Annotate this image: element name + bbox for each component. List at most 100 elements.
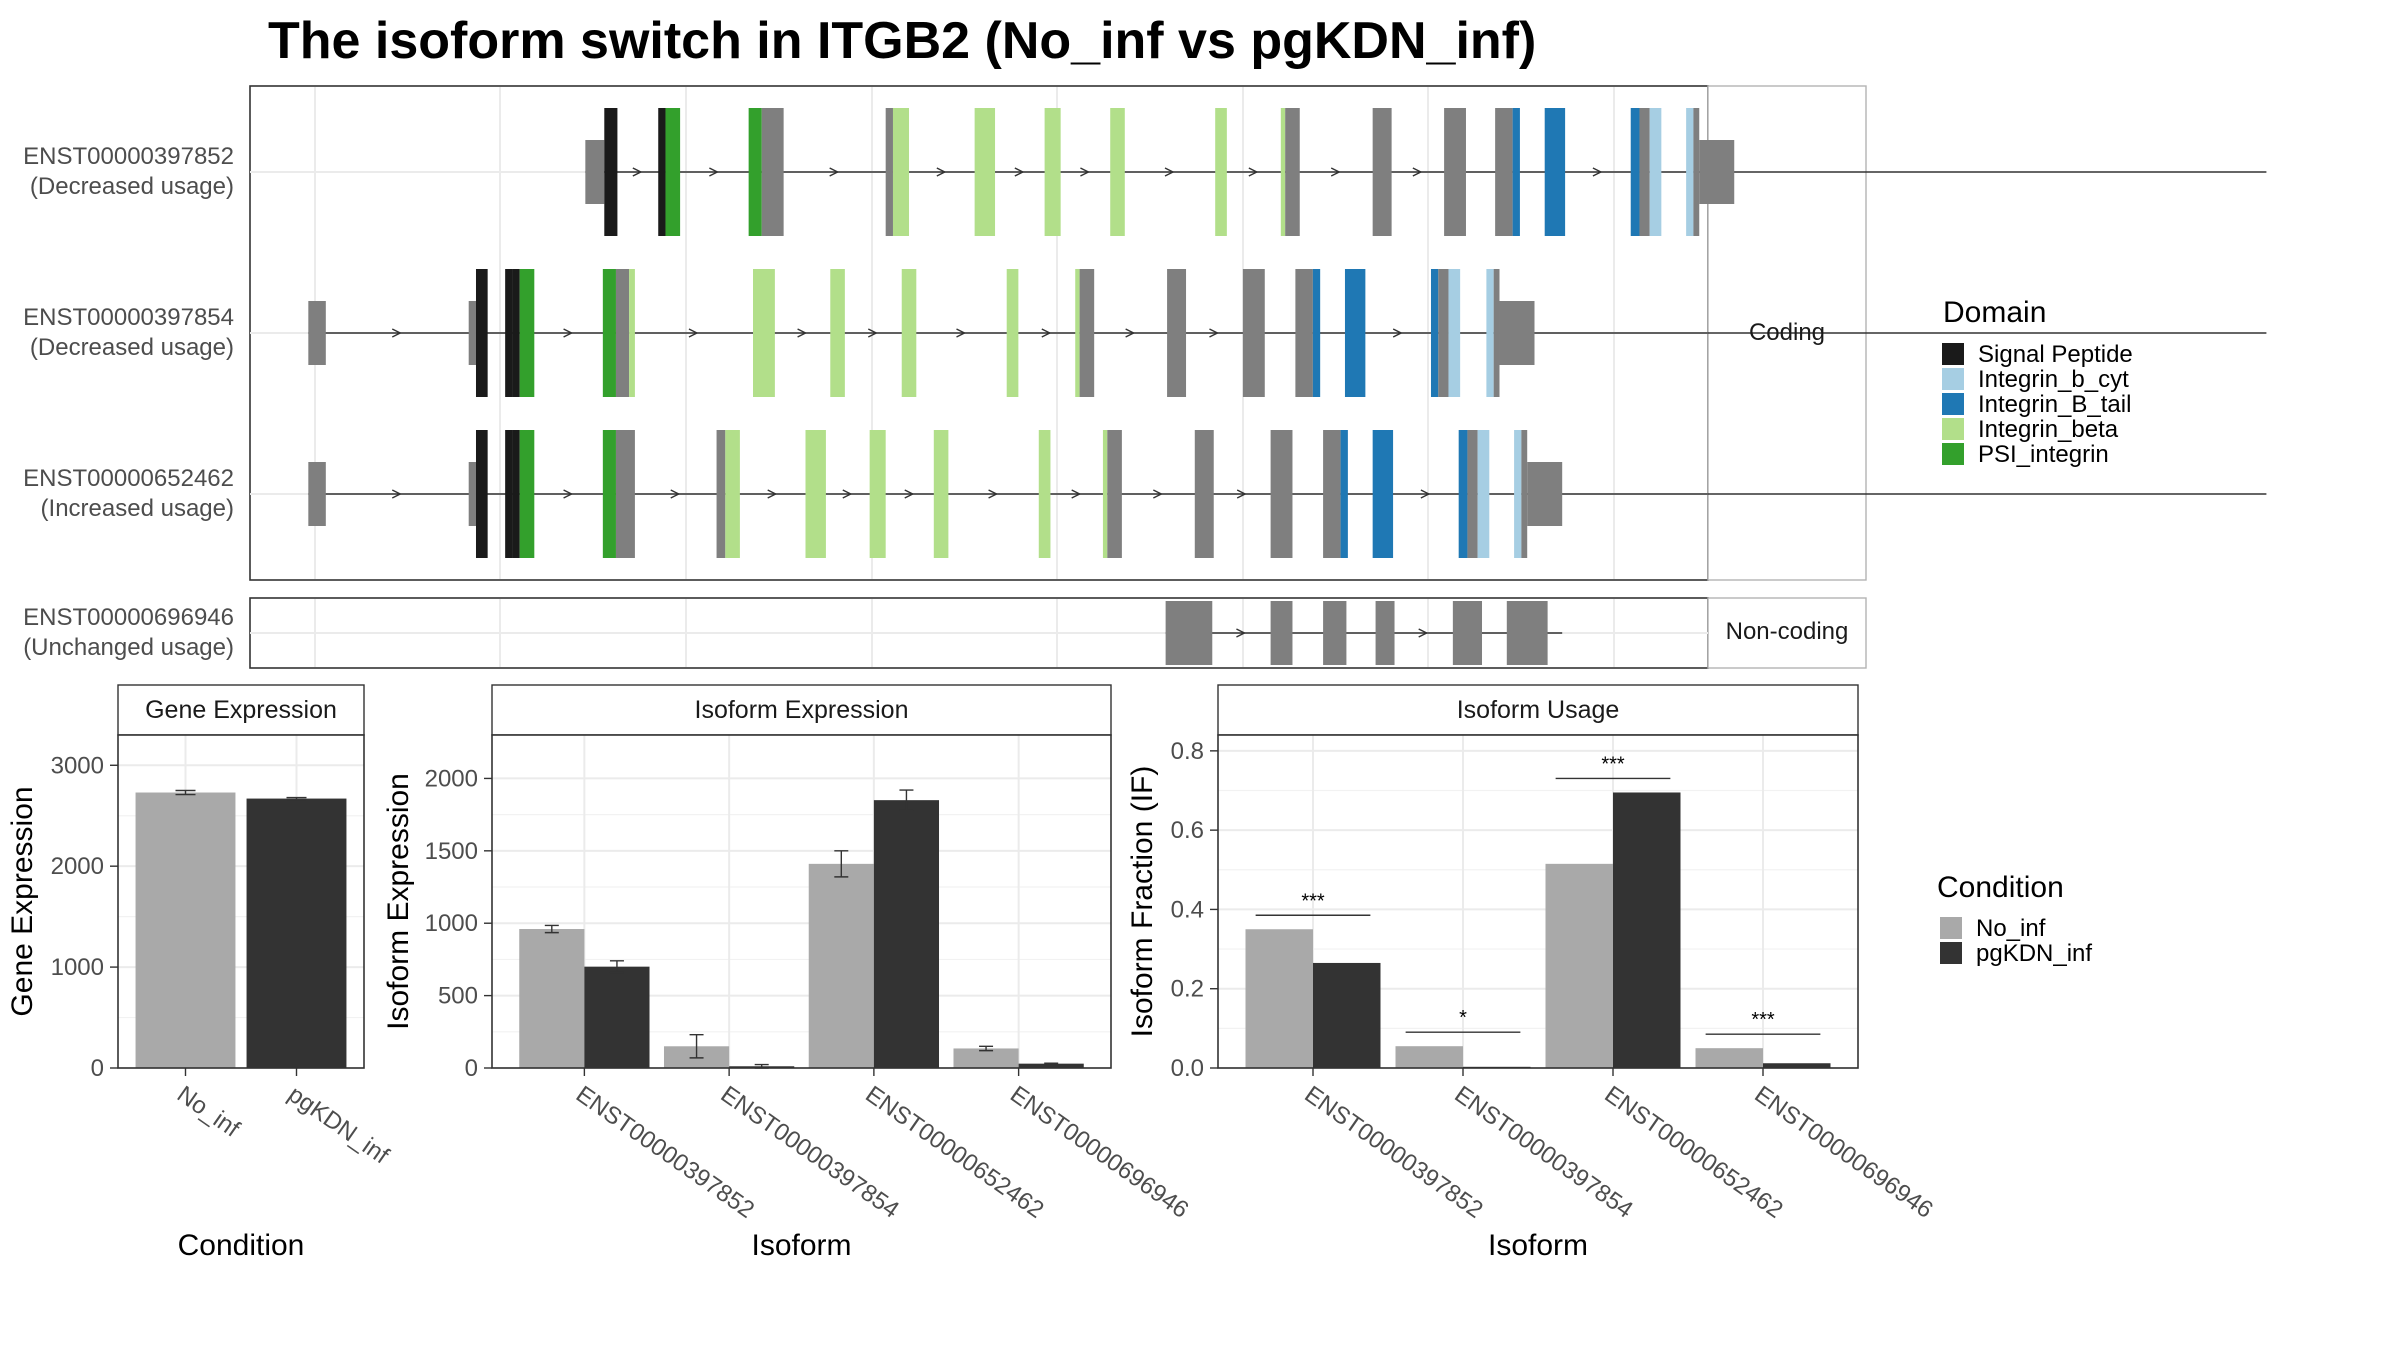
exon-cds: [1444, 108, 1466, 236]
exon-psi_integrin: [665, 108, 681, 236]
exon-integrin_beta: [933, 430, 949, 558]
y-tick-label: 1500: [425, 838, 478, 865]
exon-psi_integrin: [602, 269, 616, 397]
exon-cds: [1639, 108, 1650, 236]
direction-arrow: [670, 489, 681, 499]
exon-psi_integrin: [602, 430, 616, 558]
exon-nc: [1452, 601, 1483, 665]
direction-arrow: [563, 328, 574, 338]
error-bar: [899, 789, 914, 811]
exon-integrin_b_tail: [1512, 108, 1520, 236]
exon-cds: [1493, 269, 1500, 397]
x-tick-label: No_inf: [172, 1081, 245, 1143]
noncoding-strip-label: Non-coding: [1726, 618, 1849, 645]
transcript-usage-label: (Unchanged usage): [23, 634, 234, 661]
y-tick-label: 1000: [425, 910, 478, 937]
direction-arrow: [936, 167, 947, 177]
y-tick-label: 0.8: [1171, 738, 1204, 765]
bar: [1245, 929, 1313, 1068]
exon-integrin_b_tail: [1340, 430, 1348, 558]
exon-cds: [1167, 269, 1187, 397]
y-tick-label: 0: [465, 1055, 478, 1082]
transcript-usage-label: (Increased usage): [41, 495, 234, 522]
direction-arrow: [709, 167, 719, 177]
exon-integrin_b_cyt: [1649, 108, 1662, 236]
significance-label: *: [1459, 1007, 1467, 1029]
transcript-structure-plot: ENST00000397852 (Decreased usage) ENST0000…: [23, 85, 2267, 669]
direction-arrow: [1412, 167, 1423, 177]
exon-cds: [1372, 108, 1392, 236]
exon-cds: [1467, 430, 1478, 558]
direction-arrow: [767, 489, 778, 499]
legend-swatch: [1942, 368, 1964, 390]
transcript-ENST00000696946: [1165, 601, 1563, 665]
legend-swatch: [1942, 443, 1964, 465]
direction-arrow: [1209, 328, 1220, 338]
legend-label: pgKDN_inf: [1976, 940, 2092, 967]
exon-integrin_b_cyt: [1477, 430, 1490, 558]
legend-swatch: [1940, 917, 1962, 939]
bar: [1545, 863, 1613, 1068]
panel-title-strip: [1217, 684, 1859, 736]
legend-label: Integrin_beta: [1978, 416, 2119, 443]
exon-signal-peptide: [512, 430, 520, 558]
error-bar: [979, 1045, 994, 1052]
y-tick-label: 0.0: [1171, 1055, 1204, 1082]
panel-title-strip: [491, 684, 1112, 736]
exon-integrin_b_tail: [1344, 269, 1366, 397]
exon-integrin_b_tail: [1430, 269, 1439, 397]
significance-label: ***: [1751, 1009, 1775, 1031]
panel-title: Isoform Usage: [1457, 696, 1620, 724]
legend-label: Integrin_B_tail: [1978, 391, 2131, 418]
exon-signal-peptide: [505, 430, 513, 558]
gene-expression-chart: Gene Expression 0 1000 2000 3000 No_inf pgKDN_…: [6, 684, 394, 1262]
exon-integrin_beta: [830, 269, 845, 397]
exon-integrin_b_tail: [1372, 430, 1394, 558]
legend-label: PSI_integrin: [1978, 441, 2109, 468]
bar: [873, 800, 940, 1068]
exon-integrin_beta: [753, 269, 775, 397]
panel-border: [491, 734, 1112, 1069]
exon-cds: [1285, 108, 1300, 236]
coding-strip-label: Coding: [1749, 319, 1825, 346]
y-tick-label: 3000: [51, 752, 104, 779]
bar: [246, 798, 347, 1068]
y-tick-label: 2000: [425, 765, 478, 792]
exon-nc: [1506, 601, 1548, 665]
legend-swatch: [1942, 343, 1964, 365]
transcript-id-label: ENST00000652462: [23, 465, 234, 492]
exon-utr: [1527, 462, 1563, 526]
exon-integrin_b_cyt: [1486, 269, 1494, 397]
exon-utr: [468, 462, 476, 526]
bar: [1313, 962, 1381, 1068]
error-bar: [544, 924, 559, 934]
transcript-ENST00000397854: [308, 269, 2267, 397]
direction-arrow: [1164, 167, 1175, 177]
exon-cds: [615, 269, 630, 397]
x-axis-title: Condition: [178, 1229, 305, 1262]
exon-integrin_beta: [892, 108, 910, 236]
exon-integrin_beta: [869, 430, 886, 558]
direction-arrow: [391, 328, 402, 338]
y-axis-title: Isoform Fraction (IF): [1126, 766, 1159, 1038]
exon-integrin_beta: [974, 108, 996, 236]
exon-integrin_beta: [1006, 269, 1019, 397]
exon-cds: [615, 430, 635, 558]
bar: [135, 792, 236, 1068]
direction-arrow: [1153, 489, 1163, 499]
direction-arrow: [1125, 328, 1136, 338]
isoform-expression-chart: Isoform Expression0500100015002000ENST00…: [382, 684, 1193, 1262]
error-bar: [175, 789, 196, 796]
exon-cds: [1323, 430, 1341, 558]
x-tick-label: pgKDN_inf: [283, 1081, 394, 1170]
exon-signal-peptide: [505, 269, 513, 397]
exon-signal-peptide: [512, 269, 520, 397]
y-tick-label: 0.4: [1171, 896, 1204, 923]
panel-title: Isoform Expression: [695, 696, 909, 724]
exon-cds: [1079, 269, 1095, 397]
exon-nc: [1323, 601, 1347, 665]
x-axis-title: Isoform: [751, 1229, 851, 1262]
